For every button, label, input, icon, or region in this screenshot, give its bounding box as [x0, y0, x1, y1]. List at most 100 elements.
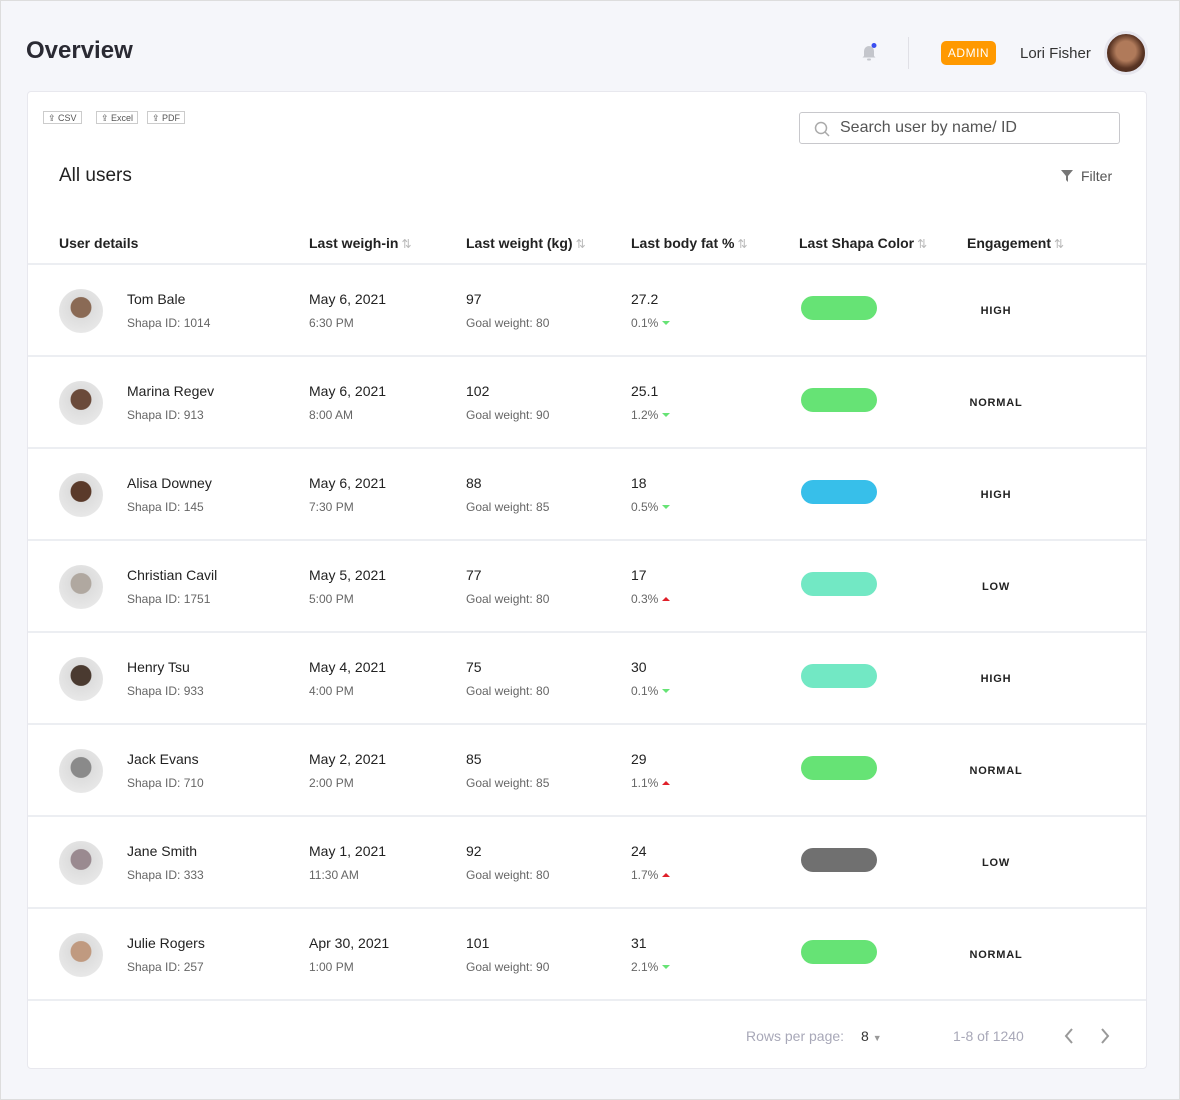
user-name[interactable]: Lori Fisher [1020, 45, 1091, 62]
export-excel-button[interactable]: ⇪ Excel [96, 111, 139, 124]
body-fat: 30 [631, 659, 647, 675]
table-row[interactable]: Jane Smith Shapa ID: 333 May 1, 2021 11:… [28, 817, 1146, 909]
sort-icon[interactable]: ⇅ [1054, 237, 1065, 251]
user-avatar[interactable] [1104, 31, 1148, 75]
shapa-id: Shapa ID: 257 [127, 960, 204, 974]
shapa-id: Shapa ID: 145 [127, 500, 204, 514]
goal-weight: Goal weight: 90 [466, 408, 550, 422]
weigh-in-time: 2:00 PM [309, 776, 354, 790]
weigh-in-date: May 1, 2021 [309, 843, 387, 859]
body-fat-change: 0.3% [631, 592, 671, 606]
weigh-in-date: May 6, 2021 [309, 291, 387, 307]
previous-page-icon[interactable] [1063, 1027, 1075, 1045]
weigh-in-date: Apr 30, 2021 [309, 935, 390, 951]
shapa-color-pill [801, 388, 877, 412]
user-avatar [59, 657, 103, 701]
trend-down-icon [662, 689, 671, 693]
shapa-id: Shapa ID: 710 [127, 776, 204, 790]
column-header[interactable]: Last Shapa Color ⇅ [799, 235, 927, 251]
column-header[interactable]: Engagement ⇅ [967, 235, 1064, 251]
user-name[interactable]: Jack Evans [127, 751, 199, 767]
engagement-level: NORMAL [969, 397, 1023, 409]
export-pdf-button[interactable]: ⇪ PDF [147, 111, 186, 124]
column-header[interactable]: Last weigh-in ⇅ [309, 235, 412, 251]
column-header-label: Last Shapa Color [799, 235, 915, 251]
export-csv-label: CSV [58, 113, 77, 123]
table-row[interactable]: Julie Rogers Shapa ID: 257 Apr 30, 2021 … [28, 909, 1146, 1001]
pagination-range: 1-8 of 1240 [953, 1028, 1024, 1044]
table-row[interactable]: Marina Regev Shapa ID: 913 May 6, 2021 8… [28, 357, 1146, 449]
trend-down-icon [662, 321, 671, 325]
weigh-in-date: May 6, 2021 [309, 383, 387, 399]
engagement-level: NORMAL [969, 949, 1023, 961]
user-name[interactable]: Christian Cavil [127, 567, 218, 583]
column-header: User details [59, 235, 138, 251]
table-row[interactable]: Tom Bale Shapa ID: 1014 May 6, 2021 6:30… [28, 265, 1146, 357]
table-row[interactable]: Henry Tsu Shapa ID: 933 May 4, 2021 4:00… [28, 633, 1146, 725]
body-fat: 24 [631, 843, 647, 859]
notification-bell-icon[interactable] [861, 43, 877, 61]
shapa-color-pill [801, 480, 877, 504]
goal-weight: Goal weight: 80 [466, 684, 550, 698]
goal-weight: Goal weight: 80 [466, 868, 550, 882]
weigh-in-time: 8:00 AM [309, 408, 354, 422]
body-fat-change-value: 0.1% [631, 316, 659, 330]
table-row[interactable]: Jack Evans Shapa ID: 710 May 2, 2021 2:0… [28, 725, 1146, 817]
engagement-level: HIGH [980, 305, 1012, 317]
user-name[interactable]: Marina Regev [127, 383, 215, 399]
search-input[interactable]: Search user by name/ ID [799, 112, 1120, 144]
filter-button[interactable]: Filter [1061, 168, 1112, 184]
sort-icon[interactable]: ⇅ [917, 237, 928, 251]
user-avatar [59, 749, 103, 793]
export-csv-button[interactable]: ⇪ CSV [43, 111, 82, 124]
shapa-id: Shapa ID: 913 [127, 408, 204, 422]
rows-per-page-label: Rows per page: [746, 1028, 845, 1044]
column-header[interactable]: Last weight (kg) ⇅ [466, 235, 586, 251]
export-excel-label: Excel [111, 113, 134, 123]
weigh-in-date: May 2, 2021 [309, 751, 387, 767]
shapa-id: Shapa ID: 933 [127, 684, 204, 698]
weigh-in-time: 5:00 PM [309, 592, 354, 606]
last-weight: 92 [466, 843, 482, 859]
user-name[interactable]: Henry Tsu [127, 659, 190, 675]
user-avatar [59, 381, 103, 425]
shapa-color-pill [801, 296, 877, 320]
user-name[interactable]: Julie Rogers [127, 935, 205, 951]
section-title: All users [59, 165, 132, 186]
user-name[interactable]: Jane Smith [127, 843, 198, 859]
weigh-in-time: 7:30 PM [309, 500, 354, 514]
goal-weight: Goal weight: 80 [466, 592, 550, 606]
body-fat: 31 [631, 935, 647, 951]
trend-up-icon [662, 873, 671, 877]
column-header-label: Engagement [967, 235, 1052, 251]
body-fat-change-value: 1.1% [631, 776, 659, 790]
search-icon [814, 121, 830, 137]
sort-icon[interactable]: ⇅ [401, 237, 412, 251]
weigh-in-time: 6:30 PM [309, 316, 354, 330]
sort-icon[interactable]: ⇅ [575, 237, 586, 251]
last-weight: 88 [466, 475, 482, 491]
sort-icon[interactable]: ⇅ [737, 237, 748, 251]
trend-up-icon [662, 781, 671, 785]
next-page-icon[interactable] [1099, 1027, 1111, 1045]
user-name[interactable]: Tom Bale [127, 291, 186, 307]
body-fat-change-value: 2.1% [631, 960, 659, 974]
body-fat-change: 0.1% [631, 684, 671, 698]
body-fat: 25.1 [631, 383, 659, 399]
last-weight: 102 [466, 383, 490, 399]
column-header[interactable]: Last body fat % ⇅ [631, 235, 748, 251]
table-row[interactable]: Christian Cavil Shapa ID: 1751 May 5, 20… [28, 541, 1146, 633]
body-fat-change-value: 0.1% [631, 684, 659, 698]
rows-per-page-value: 8 [861, 1028, 869, 1044]
users-card: ⇪ CSV ⇪ Excel ⇪ PDF Search user by name/… [27, 91, 1147, 1069]
shapa-color-pill [801, 572, 877, 596]
trend-down-icon [662, 413, 671, 417]
engagement-level: LOW [981, 581, 1011, 593]
body-fat-change-value: 1.2% [631, 408, 659, 422]
table-row[interactable]: Alisa Downey Shapa ID: 145 May 6, 2021 7… [28, 449, 1146, 541]
filter-icon [1061, 170, 1073, 182]
user-name[interactable]: Alisa Downey [127, 475, 212, 491]
shapa-color-pill [801, 756, 877, 780]
weigh-in-date: May 4, 2021 [309, 659, 387, 675]
rows-per-page-select[interactable]: 8 ▼ [861, 1028, 882, 1044]
